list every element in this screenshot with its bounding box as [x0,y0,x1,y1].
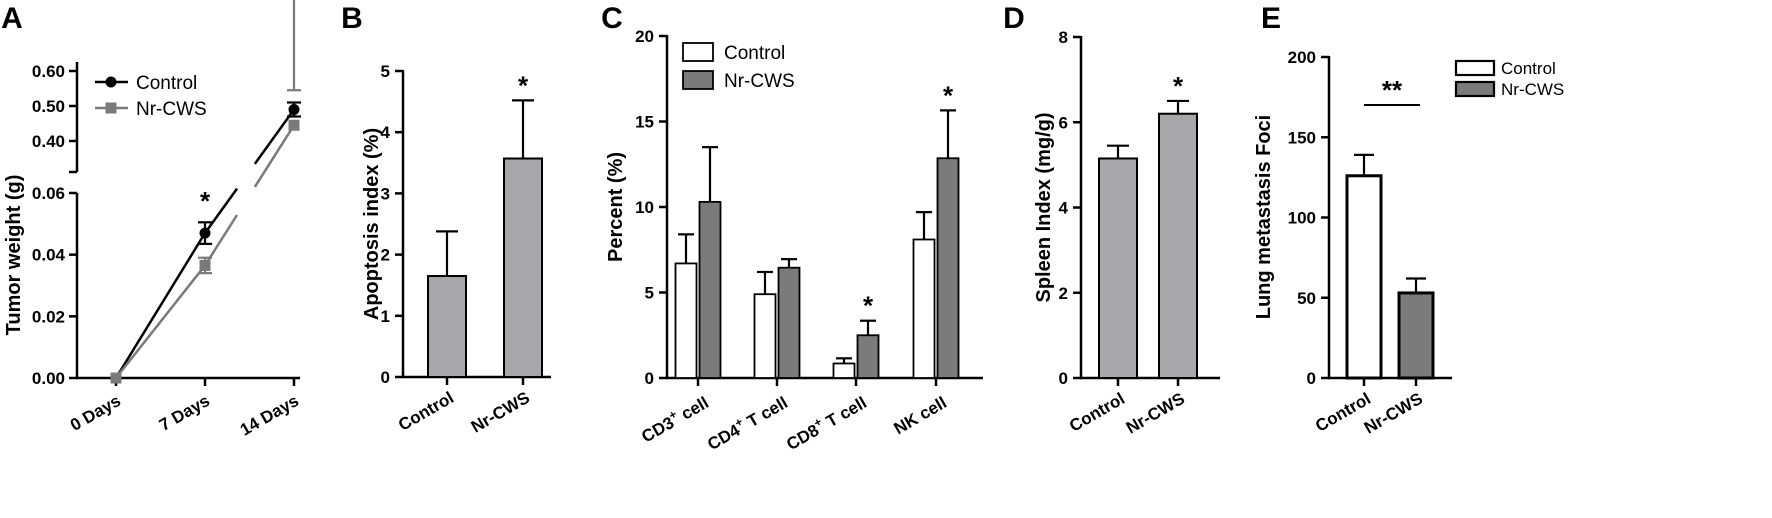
y-tick-label: 200 [1288,48,1316,67]
y-tick-label: 0.40 [32,132,65,151]
significance-star: * [1173,71,1184,101]
y-tick-label: 0.50 [32,97,65,116]
panel-a: A 0.40 0.50 0.60 0.00 0.02 0.04 0.06 Tumor weigh… [1,0,302,440]
y-tick-label: 15 [635,113,654,132]
legend-label: Nr-CWS [136,99,207,120]
y-tick-label: 100 [1288,209,1316,228]
x-tick-label: 7 Days [156,391,213,435]
y-axis-label: Tumor weight (g) [3,175,25,336]
bar-control [832,362,856,379]
panel-label-b: B [341,2,363,35]
x-tick-label: CD3+ cell [637,390,712,446]
bar-control [427,275,467,378]
bar-nr-cws [856,334,880,379]
y-tick-label: 2 [1059,284,1068,303]
data-point [199,227,211,239]
bar-control [912,238,936,379]
y-tick-label: 4 [1059,199,1069,218]
significance-star: * [943,80,954,110]
x-tick-label: Nr-CWS [1361,389,1426,438]
data-point [288,119,300,131]
significance-star: * [518,70,529,100]
legend-label: Nr-CWS [724,71,795,92]
y-tick-label: 10 [635,198,654,217]
y-tick-label: 0.02 [32,307,65,326]
legend-swatch [1454,59,1496,77]
bar-nr-cws [698,200,722,379]
y-tick-label: 0 [645,369,654,388]
panel-label-c: C [601,2,623,35]
y-tick-label: 5 [645,284,654,303]
panel-b: B 0 1 2 3 4 5 Apoptosis index (%) Control Nr-CWS * [341,2,551,437]
legend-swatch [1454,80,1496,98]
panel-label-e: E [1261,2,1281,35]
panel-label-d: D [1003,2,1025,35]
bar-nr-cws [777,266,801,379]
y-tick-label: 0.04 [32,246,66,265]
significance-star: * [863,291,874,321]
y-tick-label: 0 [381,368,390,387]
legend-label: Control [1501,59,1556,78]
bar-nr-cws [1397,291,1435,380]
y-tick-label: 0.60 [32,62,65,81]
y-axis-label: Percent (%) [605,152,627,262]
legend-swatch [682,70,714,90]
x-tick-label: CD4+ T cell [703,390,791,454]
y-tick-label: 1 [381,307,390,326]
significance-stars: ** [1382,75,1403,105]
y-tick-label: 150 [1288,128,1316,147]
y-tick-label: 0 [1307,369,1316,388]
y-axis-label: Lung metastasis Foci [1253,115,1275,320]
series-line [115,264,206,379]
legend-marker [105,102,117,114]
bar-control [1098,157,1138,379]
y-tick-label: 3 [381,184,390,203]
x-tick-label: 14 Days [237,391,302,440]
y-tick-label: 2 [381,246,390,265]
y-tick-label: 50 [1297,289,1316,308]
x-tick-label: Control [395,388,457,435]
legend-marker [105,76,117,88]
data-point [110,372,122,384]
significance-star: * [200,186,211,216]
panel-label-a: A [1,2,23,35]
y-tick-label: 8 [1059,28,1068,47]
x-tick-label: Control [1066,389,1128,436]
y-tick-label: 0 [1059,369,1068,388]
bar-control [674,262,698,379]
bar-control [1345,174,1383,380]
y-tick-label: 5 [381,62,390,81]
x-tick-label: CD8+ T cell [782,390,870,454]
legend-swatch [682,42,714,62]
x-tick-label: Nr-CWS [1123,389,1188,438]
panel-e: E 0 50 100 150 200 Lung metastasis Foci Control… [1253,2,1564,438]
y-tick-label: 0.00 [32,369,65,388]
y-tick-label: 20 [635,27,654,46]
bar-control [753,293,777,379]
bar-nr-cws [936,157,960,379]
x-tick-label: Nr-CWS [468,388,533,437]
bar-nr-cws [1158,112,1198,379]
x-tick-label: 0 Days [67,391,124,435]
y-tick-label: 4 [381,123,391,142]
legend-label: Nr-CWS [1501,80,1564,99]
legend-label: Control [136,73,197,94]
y-tick-label: 0.06 [32,184,65,203]
data-point [288,104,300,115]
y-axis-label: Spleen Index (mg/g) [1033,112,1055,302]
y-axis-label: Apoptosis index (%) [361,128,383,320]
y-tick-label: 6 [1059,113,1068,132]
data-point [199,259,211,271]
series-line [253,124,296,188]
series-line [253,108,296,165]
x-tick-label: NK cell [891,393,950,438]
series-line [114,232,207,379]
series-line [203,187,239,234]
bar-nr-cws [503,157,543,378]
legend-label: Control [724,43,785,64]
